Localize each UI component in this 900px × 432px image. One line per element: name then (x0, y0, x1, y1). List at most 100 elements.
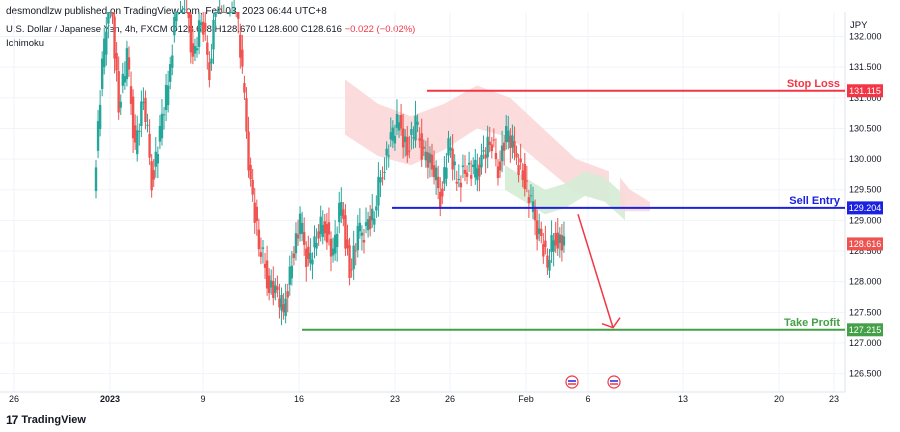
candle-body (422, 146, 425, 149)
x-tick-label: 9 (200, 394, 205, 404)
candle-body (463, 169, 467, 174)
candle-body (362, 240, 366, 243)
candle-body (111, 12, 114, 17)
candle-body (340, 202, 343, 216)
candle-body (136, 130, 139, 155)
candle-body (449, 147, 452, 151)
candle-body (408, 150, 411, 152)
candle-body (113, 16, 116, 59)
candle-body (255, 206, 258, 221)
candle-body (107, 12, 110, 24)
event-flag-icon (565, 375, 579, 389)
candle-body (342, 209, 345, 219)
candle-body (560, 235, 564, 251)
projection-arrow-line (577, 214, 614, 328)
candle-body (121, 73, 124, 86)
x-tick-label: 2023 (100, 394, 120, 404)
candle-body (187, 12, 190, 19)
price-badge-text: 129.204 (849, 203, 882, 213)
candle-body (127, 57, 131, 70)
candle-body (379, 177, 382, 183)
candle-body (133, 125, 137, 143)
price-badge-text: 131.115 (849, 86, 881, 96)
price-badge-text: 127.215 (849, 325, 882, 335)
candle-body (181, 12, 184, 13)
candle-body (366, 219, 370, 231)
tradingview-logo-icon: 17 (6, 413, 18, 427)
event-flag-icon (607, 375, 621, 389)
x-tick-label: 6 (585, 394, 590, 404)
candle-body (459, 182, 463, 188)
candle-body (278, 298, 281, 308)
candle-body (412, 137, 415, 139)
candle-body (251, 179, 254, 195)
candle-body (183, 12, 186, 13)
candle-body (220, 12, 223, 13)
candle-body (478, 164, 481, 177)
candle-body (123, 76, 127, 83)
y-tick-label: 130.500 (849, 123, 882, 133)
candle-body (358, 222, 362, 232)
candle-body (243, 83, 246, 93)
y-tick-label: 131.500 (849, 62, 882, 72)
candle-body (476, 168, 479, 181)
candle-body (540, 228, 543, 237)
candle-body (544, 240, 547, 248)
candle-body (397, 122, 401, 131)
candle-body (105, 31, 108, 55)
candle-body (482, 150, 485, 152)
candle-body (360, 232, 364, 236)
candle-body (410, 129, 413, 135)
candle-body (562, 236, 566, 246)
candle-body (430, 154, 434, 170)
candle-body (387, 155, 390, 157)
candle-body (492, 139, 496, 141)
candle-body (344, 215, 347, 249)
candle-body (338, 202, 341, 223)
y-tick-label: 126.500 (849, 369, 882, 379)
candle-body (125, 48, 129, 80)
candle-body (418, 138, 421, 141)
candle-body (498, 161, 502, 171)
candle-body (401, 128, 405, 148)
tradingview-logo[interactable]: 17 TradingView (6, 413, 86, 427)
candle-body (325, 224, 329, 243)
candle-body (309, 252, 312, 264)
candle-body (393, 135, 397, 144)
candle-body (222, 12, 226, 13)
candle-body (346, 239, 349, 249)
candle-body (249, 164, 252, 180)
candle-body (331, 248, 335, 256)
candle-body (298, 213, 302, 235)
candle-body (554, 232, 557, 246)
x-tick-label: 20 (774, 394, 784, 404)
candle-body (546, 255, 549, 268)
candle-body (276, 286, 279, 290)
candle-body (131, 96, 135, 139)
candle-body (335, 233, 339, 248)
candle-body (152, 170, 155, 180)
candle-body (509, 135, 512, 149)
candle-body (404, 136, 407, 142)
candle-body (245, 98, 248, 132)
candle-body (385, 148, 388, 156)
candle-body (368, 216, 372, 229)
candle-body (290, 265, 294, 279)
candle-body (189, 14, 193, 53)
candle-body (348, 245, 351, 278)
last-price-badge-text: 128.616 (849, 239, 882, 249)
last-price-badge (847, 237, 883, 251)
candle-body (315, 243, 318, 249)
candle-body (439, 191, 442, 209)
candle-body (253, 202, 256, 223)
candle-body (201, 21, 205, 35)
candle-body (259, 252, 263, 257)
candle-body (525, 180, 529, 182)
candle-body (552, 240, 555, 252)
candle-body (424, 151, 428, 161)
candle-body (267, 275, 271, 294)
candle-body (117, 71, 120, 113)
candle-body (391, 127, 395, 141)
candle-body (173, 16, 176, 36)
